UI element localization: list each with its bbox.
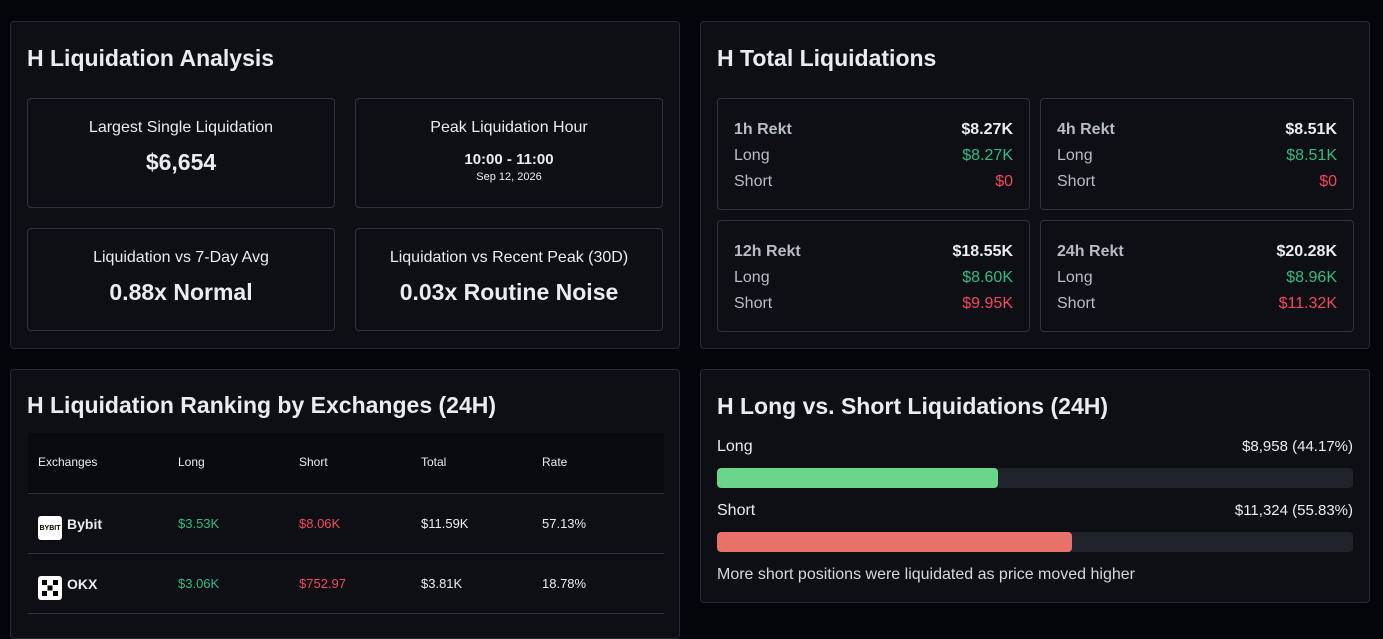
long-label: Long [1057, 269, 1093, 286]
short-value: $0 [1319, 173, 1337, 190]
largest-single-liquidation-value: $6,654 [145, 149, 217, 175]
short-value: $9.95K [962, 295, 1013, 312]
rekt-card-24h: 24h Rekt $20.28K Long $8.96K Short $11.32K [1040, 220, 1354, 332]
rekt-card-total: $20.28K [1276, 243, 1338, 260]
long-value: $8.96K [1286, 269, 1337, 286]
long-vs-short-title: H Long vs. Short Liquidations (24H) [717, 393, 1108, 419]
long-vs-short-panel: H Long vs. Short Liquidations (24H) Long… [700, 369, 1370, 603]
long-label: Long [734, 269, 770, 286]
rekt-card-12h: 12h Rekt $18.55K Long $8.60K Short $9.95K [717, 220, 1030, 332]
short-amount: $11,324 (55.83%) [1234, 502, 1353, 519]
liquidation-vs-peak-label: Liquidation vs Recent Peak (30D) [389, 249, 629, 266]
exchange-ranking-panel: H Liquidation Ranking by Exchanges (24H)… [10, 369, 680, 639]
table-row[interactable]: BYBIT Bybit $3.53K $8.06K $11.59K 57.13% [28, 494, 664, 554]
total-liquidations-title: H Total Liquidations [717, 45, 937, 71]
short-value: $8.06K [299, 516, 341, 531]
column-header-total[interactable]: Total [421, 455, 447, 469]
total-liquidations-panel: H Total Liquidations 1h Rekt $8.27K Long $… [700, 21, 1370, 349]
peak-liquidation-hour-label: Peak Liquidation Hour [430, 119, 588, 136]
short-label: Short [734, 295, 773, 312]
long-label: Long [734, 147, 770, 164]
long-label: Long [717, 438, 753, 455]
rekt-card-total: $8.27K [961, 121, 1013, 138]
column-header-long[interactable]: Long [178, 455, 205, 469]
long-amount: $8,958 (44.17%) [1242, 438, 1353, 455]
liquidation-analysis-panel: H Liquidation Analysis Largest Single Li… [10, 21, 680, 349]
rekt-card-4h: 4h Rekt $8.51K Long $8.51K Short $0 [1040, 98, 1354, 210]
short-value: $11.32K [1278, 295, 1337, 312]
peak-liquidation-hour-card: Peak Liquidation Hour 10:00 - 11:00 Sep … [355, 98, 663, 208]
exchange-name[interactable]: OKX [67, 576, 98, 592]
short-label: Short [717, 502, 756, 519]
liquidation-vs-7day-card: Liquidation vs 7-Day Avg 0.88x Normal [27, 228, 335, 331]
long-bar-track [717, 468, 1353, 488]
total-value: $11.59K [421, 516, 469, 531]
liquidation-vs-7day-value: 0.88x Normal [109, 279, 253, 305]
column-header-rate[interactable]: Rate [542, 455, 568, 469]
liquidation-vs-peak-value: 0.03x Routine Noise [399, 279, 619, 305]
short-label: Short [1057, 173, 1096, 190]
short-value: $752.97 [299, 576, 346, 591]
largest-single-liquidation-card: Largest Single Liquidation $6,654 [27, 98, 335, 208]
rekt-card-label: 1h Rekt [734, 121, 792, 138]
rekt-card-label: 12h Rekt [734, 243, 801, 260]
long-value: $8.60K [962, 269, 1013, 286]
peak-liquidation-hour-date: Sep 12, 2026 [476, 171, 542, 183]
peak-liquidation-hour-value: 10:00 - 11:00 [464, 151, 554, 168]
long-label: Long [1057, 147, 1093, 164]
exchange-ranking-title: H Liquidation Ranking by Exchanges (24H) [27, 392, 497, 418]
long-short-summary-note: More short positions were liquidated as … [717, 566, 1135, 583]
column-header-exchanges[interactable]: Exchanges [38, 455, 98, 469]
long-value: $3.06K [178, 576, 220, 591]
liquidation-analysis-title: H Liquidation Analysis [27, 45, 275, 71]
long-value: $8.51K [1286, 147, 1337, 164]
table-header: Exchanges Long Short Total Rate [28, 433, 664, 494]
largest-single-liquidation-label: Largest Single Liquidation [88, 119, 274, 136]
short-value: $0 [995, 173, 1013, 190]
rekt-card-total: $8.51K [1285, 121, 1337, 138]
rekt-card-total: $18.55K [952, 243, 1014, 260]
table-row[interactable]: OKX $3.06K $752.97 $3.81K 18.78% [28, 554, 664, 614]
exchange-name[interactable]: Bybit [67, 516, 102, 532]
long-bar-fill [717, 468, 998, 488]
bybit-logo-icon: BYBIT [38, 516, 62, 540]
short-bar-track [717, 532, 1353, 552]
column-header-short[interactable]: Short [299, 455, 328, 469]
rekt-card-1h: 1h Rekt $8.27K Long $8.27K Short $0 [717, 98, 1030, 210]
total-value: $3.81K [421, 576, 463, 591]
rate-value: 18.78% [542, 576, 587, 591]
rekt-card-label: 24h Rekt [1057, 243, 1124, 260]
liquidation-vs-7day-label: Liquidation vs 7-Day Avg [93, 249, 269, 266]
short-label: Short [734, 173, 773, 190]
short-bar-fill [717, 532, 1073, 552]
rate-value: 57.13% [542, 516, 587, 531]
short-label: Short [1057, 295, 1096, 312]
okx-logo-icon [38, 576, 62, 600]
exchange-ranking-table: Exchanges Long Short Total Rate BYBIT By… [28, 433, 664, 614]
liquidation-vs-peak-card: Liquidation vs Recent Peak (30D) 0.03x R… [355, 228, 663, 331]
rekt-card-label: 4h Rekt [1057, 121, 1115, 138]
long-value: $3.53K [178, 516, 220, 531]
long-value: $8.27K [962, 147, 1013, 164]
